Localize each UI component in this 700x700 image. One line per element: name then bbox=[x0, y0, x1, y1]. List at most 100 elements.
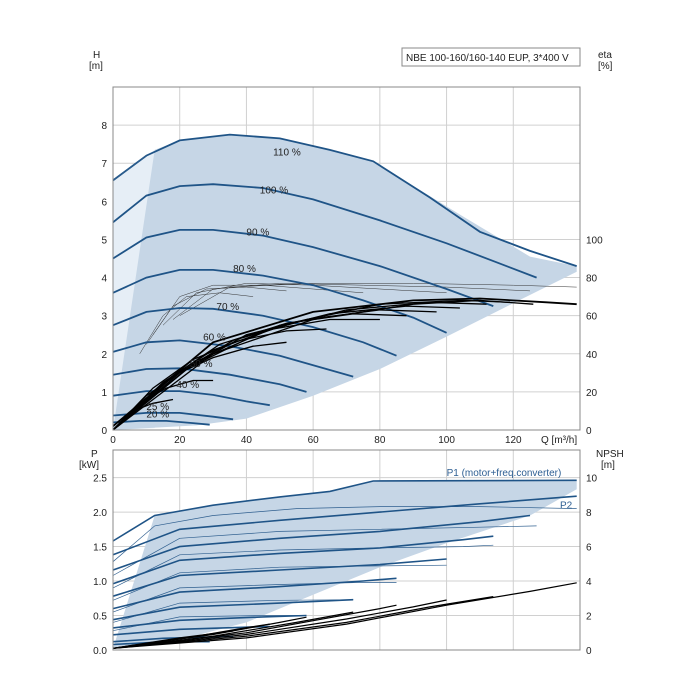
q-axis-label: Q [m³/h] bbox=[541, 435, 577, 446]
qh-speed-curve bbox=[112, 367, 307, 393]
qp-y-tick-label: 0.0 bbox=[93, 646, 107, 657]
qh-y-tick-label: 4 bbox=[101, 274, 107, 285]
qp-y2-tick-label: 4 bbox=[586, 577, 592, 588]
qh-x-tick-label: 60 bbox=[308, 435, 320, 446]
qp-y-tick-label: 2.0 bbox=[93, 508, 107, 519]
qp-npsh-curve bbox=[112, 630, 234, 649]
qh-plot-frame bbox=[112, 86, 581, 431]
p-axis-unit: [kW] bbox=[79, 460, 99, 471]
p2-series-label: P2 bbox=[560, 501, 573, 512]
qh-y2-tick-label: 40 bbox=[586, 350, 598, 361]
qh-y-tick-label: 8 bbox=[101, 121, 107, 132]
qp-y-tick-label: 1.0 bbox=[93, 577, 107, 588]
qp-y2-tick-label: 0 bbox=[586, 646, 592, 657]
qp-p1-curve bbox=[112, 514, 531, 571]
qh-eta-curve bbox=[112, 398, 174, 431]
qh-y-tick-label: 7 bbox=[101, 159, 107, 170]
qp-panel: 0.0 0.5 1.0 1.5 2.0 2.5 0 2 4 6 8 10 P [kW] NPSH [m… bbox=[79, 449, 624, 657]
qp-y2-tick-label: 2 bbox=[586, 612, 592, 623]
qh-speed-label: 70 % bbox=[216, 302, 239, 313]
qh-speed-curve-extension bbox=[112, 155, 147, 181]
qh-y-tick-label: 2 bbox=[101, 350, 107, 361]
qh-x-tick-label: 80 bbox=[374, 435, 386, 446]
h-axis-unit: [m] bbox=[89, 61, 103, 72]
qp-p1-curve bbox=[112, 535, 494, 585]
qh-y2-tick-label: 20 bbox=[586, 388, 598, 399]
qp-y-tick-label: 1.5 bbox=[93, 543, 107, 554]
qh-speed-label: 50 % bbox=[190, 359, 213, 370]
qh-guide-curve bbox=[146, 286, 287, 345]
qp-tick-labels: 0.0 0.5 1.0 1.5 2.0 2.5 0 2 4 6 8 10 bbox=[93, 474, 597, 657]
qp-y-tick-label: 0.5 bbox=[93, 612, 107, 623]
qp-plot-frame bbox=[112, 449, 581, 651]
qh-guide-curve bbox=[179, 283, 577, 316]
qh-speed-curve bbox=[112, 269, 447, 334]
qh-eta-max-curve bbox=[112, 297, 577, 427]
eta-axis-label: eta bbox=[598, 50, 612, 61]
qp-y2-tick-label: 6 bbox=[586, 543, 592, 554]
qp-y2-tick-label: 10 bbox=[586, 474, 598, 485]
qh-speed-label: 110 % bbox=[273, 148, 301, 159]
qp-p2-curve bbox=[112, 506, 577, 562]
qp-npsh-curve bbox=[112, 599, 447, 649]
qh-speed-label: 40 % bbox=[176, 380, 199, 391]
qh-speed-label: 20 % bbox=[146, 409, 169, 420]
qh-speed-curve bbox=[112, 390, 270, 407]
qp-y-tick-label: 2.5 bbox=[93, 474, 107, 485]
qp-p2-curve bbox=[112, 544, 494, 589]
qp-p1-curve bbox=[112, 558, 447, 597]
h-axis-label: H bbox=[93, 50, 100, 61]
qh-eta-curve bbox=[112, 341, 287, 431]
qh-guide-curve bbox=[152, 284, 364, 335]
qh-speed-label: 90 % bbox=[246, 228, 269, 239]
qp-npsh-curve bbox=[112, 596, 494, 649]
qh-y-tick-label: 0 bbox=[101, 426, 107, 437]
qp-p1-max-curve bbox=[112, 479, 577, 542]
qp-p1-curve bbox=[112, 598, 354, 621]
chart-title: NBE 100-160/160-140 EUP, 3*400 V bbox=[406, 53, 569, 64]
qh-speed-label: 100 % bbox=[260, 186, 288, 197]
qp-p2-curve bbox=[112, 582, 397, 613]
qp-p1-curve bbox=[112, 495, 577, 556]
qh-speed-curve bbox=[112, 229, 494, 307]
title-box bbox=[401, 47, 581, 67]
qp-p1-curves bbox=[112, 479, 577, 646]
qh-operating-envelope bbox=[113, 134, 577, 430]
qh-x-tick-label: 120 bbox=[505, 435, 522, 446]
qh-y2-tick-label: 60 bbox=[586, 312, 598, 323]
p1-series-label: P1 (motor+freq.converter) bbox=[447, 468, 562, 479]
qh-y2-tick-label: 80 bbox=[586, 274, 598, 285]
qh-panel: 110 %100 %90 %80 %70 %60 %50 %40 %25 %20… bbox=[89, 47, 613, 446]
npsh-axis-unit: [m] bbox=[601, 460, 615, 471]
qh-x-tick-label: 20 bbox=[174, 435, 186, 446]
qp-p1-curve bbox=[112, 577, 397, 610]
qh-guide-curve bbox=[162, 283, 447, 326]
qh-speed-label: 80 % bbox=[233, 264, 256, 275]
qh-speed-label: 25 % bbox=[146, 402, 169, 413]
qh-x-tick-label: 0 bbox=[110, 435, 116, 446]
qh-speed-curve bbox=[112, 133, 577, 267]
eta-axis-unit: [%] bbox=[598, 61, 613, 72]
qh-y2-tick-label: 100 bbox=[586, 235, 603, 246]
qh-speed-curve bbox=[112, 307, 397, 357]
npsh-axis-label: NPSH bbox=[596, 449, 624, 460]
qh-speed-curve bbox=[112, 420, 210, 426]
qp-npsh-curves bbox=[112, 582, 577, 649]
qp-y2-tick-label: 8 bbox=[586, 508, 592, 519]
qh-x-tick-label: 40 bbox=[241, 435, 253, 446]
qh-speed-curve bbox=[112, 183, 537, 279]
qp-p2-curve bbox=[112, 525, 537, 576]
qp-operating-envelope bbox=[113, 480, 577, 649]
qh-guide-curve bbox=[139, 292, 254, 354]
qh-y-tick-label: 3 bbox=[101, 312, 107, 323]
qp-npsh-curve bbox=[112, 582, 577, 649]
qh-x-tick-label: 100 bbox=[438, 435, 455, 446]
qh-y2-tick-label: 0 bbox=[586, 426, 592, 437]
qh-efficiency-guide-curves bbox=[139, 283, 577, 354]
qp-npsh-curve bbox=[112, 611, 354, 649]
qh-efficiency-curves bbox=[112, 297, 577, 431]
qh-y-tick-label: 6 bbox=[101, 197, 107, 208]
p-axis-label: P bbox=[91, 449, 98, 460]
